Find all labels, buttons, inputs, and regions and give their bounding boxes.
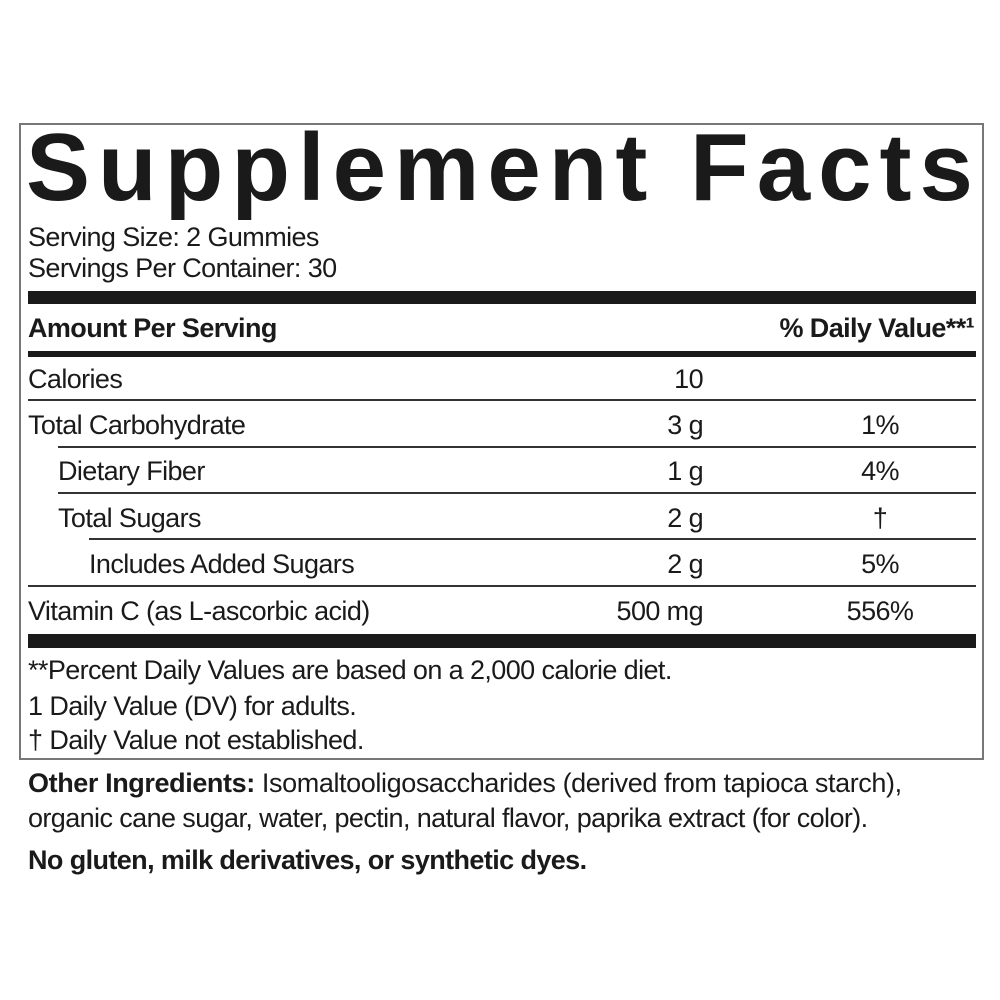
- row-label: Total Sugars: [58, 503, 201, 533]
- footnote: **Percent Daily Values are based on a 2,…: [28, 655, 672, 685]
- row-amount: 3 g: [667, 410, 703, 440]
- row-divider: [28, 585, 976, 587]
- row-amount: 10: [674, 364, 703, 394]
- row-daily-value: 556%: [846, 596, 914, 626]
- servings-per-container: Servings Per Container: 30: [28, 253, 337, 283]
- row-divider: [58, 492, 976, 494]
- supplement-facts-panel: [19, 123, 984, 760]
- panel-title: Supplement Facts: [26, 114, 981, 221]
- row-label: Dietary Fiber: [58, 456, 205, 486]
- row-daily-value: 4%: [861, 456, 899, 486]
- daily-value-header: % Daily Value**¹: [779, 313, 975, 343]
- footnote: † Daily Value not established.: [28, 725, 364, 755]
- row-amount: 2 g: [667, 503, 703, 533]
- serving-size: Serving Size: 2 Gummies: [28, 222, 319, 252]
- row-divider: [89, 538, 976, 540]
- thick-divider: [28, 291, 976, 304]
- row-amount: 2 g: [667, 549, 703, 579]
- row-daily-value: 1%: [861, 410, 899, 440]
- thick-divider: [28, 634, 976, 648]
- row-amount: 500 mg: [616, 596, 704, 626]
- row-amount: 1 g: [667, 456, 703, 486]
- row-label: Vitamin C (as L-ascorbic acid): [28, 596, 370, 626]
- row-divider: [58, 446, 976, 448]
- footnote: 1 Daily Value (DV) for adults.: [28, 691, 357, 721]
- row-label: Calories: [28, 364, 123, 394]
- other-ingredients-line2: organic cane sugar, water, pectin, natur…: [28, 803, 868, 833]
- row-daily-value: 5%: [861, 549, 899, 579]
- row-daily-value: †: [872, 503, 888, 533]
- row-label: Total Carbohydrate: [28, 410, 246, 440]
- row-label: Includes Added Sugars: [89, 549, 355, 579]
- other-ingredients-line1: Other Ingredients: Isomaltooligosacchari…: [28, 768, 902, 798]
- row-divider: [28, 399, 976, 401]
- free-from-statement: No gluten, milk derivatives, or syntheti…: [28, 845, 587, 875]
- other-ingredients-label: Other Ingredients:: [28, 768, 255, 798]
- amount-per-serving-header: Amount Per Serving: [28, 313, 277, 343]
- other-ingredients-text: Isomaltooligosaccharides (derived from t…: [254, 768, 902, 798]
- medium-divider: [28, 351, 976, 357]
